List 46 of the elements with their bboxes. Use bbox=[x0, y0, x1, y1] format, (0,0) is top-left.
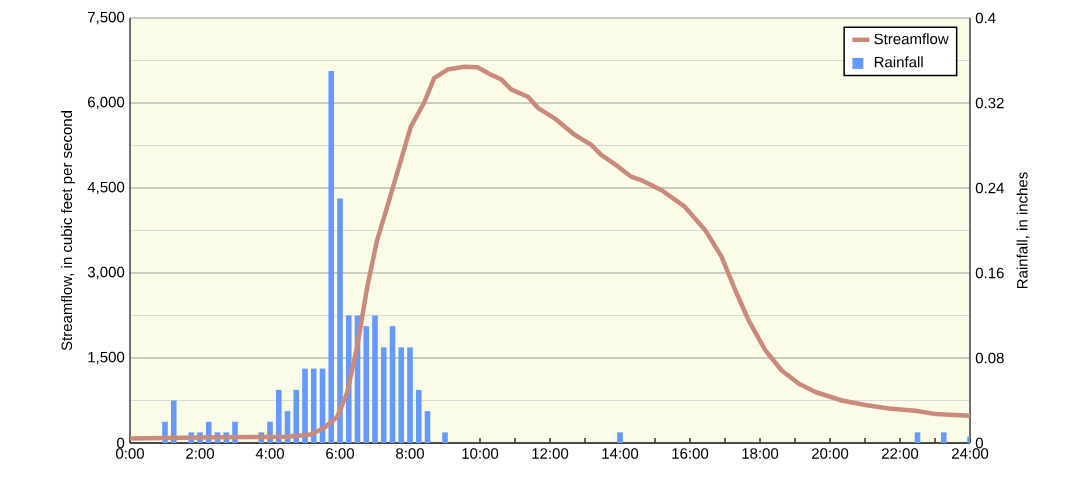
bar bbox=[310, 368, 317, 443]
y2-tick-label: 0.16 bbox=[975, 267, 1004, 279]
y2-tick-label: 0.32 bbox=[975, 97, 1004, 109]
x-tick-label: 24:00 bbox=[951, 448, 989, 459]
legend-label: Rainfall bbox=[874, 56, 923, 68]
bar bbox=[293, 389, 300, 443]
bar bbox=[372, 315, 378, 443]
bar bbox=[914, 432, 921, 443]
bar bbox=[170, 400, 177, 443]
y-tick-label: 7,500 bbox=[88, 11, 125, 25]
y-tick-label: 1,500 bbox=[88, 351, 125, 365]
bar bbox=[380, 347, 387, 443]
bar bbox=[442, 432, 448, 443]
x-tick-label: 8:00 bbox=[396, 448, 425, 459]
bar bbox=[337, 198, 343, 443]
bar bbox=[363, 326, 370, 443]
bar bbox=[275, 389, 282, 443]
y-tick-label: 0 bbox=[117, 437, 125, 449]
x-tick-label: 10:00 bbox=[462, 448, 499, 459]
y2-tick-label: 0 bbox=[975, 437, 983, 449]
x-tick-label: 0:00 bbox=[116, 448, 144, 459]
y-tick-label: 3,000 bbox=[87, 266, 125, 280]
y2-tick-label: 0.24 bbox=[975, 182, 1004, 194]
x-tick-label: 22:00 bbox=[881, 448, 919, 459]
x-tick-label: 20:00 bbox=[811, 448, 849, 459]
bar bbox=[407, 347, 413, 443]
bar bbox=[398, 347, 405, 443]
x-tick-label: 14:00 bbox=[602, 448, 639, 459]
x-tick-label: 4:00 bbox=[255, 448, 284, 459]
y2-axis-title: Rainfall, in inches bbox=[1016, 172, 1030, 289]
legend-label: Streamflow bbox=[874, 33, 949, 45]
x-tick-label: 12:00 bbox=[532, 448, 569, 459]
y-tick-label: 6,000 bbox=[88, 96, 125, 110]
x-tick-label: 16:00 bbox=[672, 448, 709, 459]
bar bbox=[617, 432, 623, 443]
x-tick-label: 18:00 bbox=[742, 448, 779, 459]
bar bbox=[940, 432, 947, 443]
y2-tick-label: 0.08 bbox=[975, 352, 1004, 364]
bar bbox=[302, 368, 308, 443]
y-axis-title: Streamflow, in cubic feet per second bbox=[61, 111, 76, 351]
x-tick-label: 2:00 bbox=[186, 448, 214, 459]
y2-tick-label: 0.4 bbox=[975, 12, 996, 24]
bar bbox=[328, 71, 335, 443]
y-tick-label: 4,500 bbox=[87, 181, 125, 195]
bar bbox=[415, 389, 422, 443]
x-tick-label: 6:00 bbox=[326, 448, 354, 459]
